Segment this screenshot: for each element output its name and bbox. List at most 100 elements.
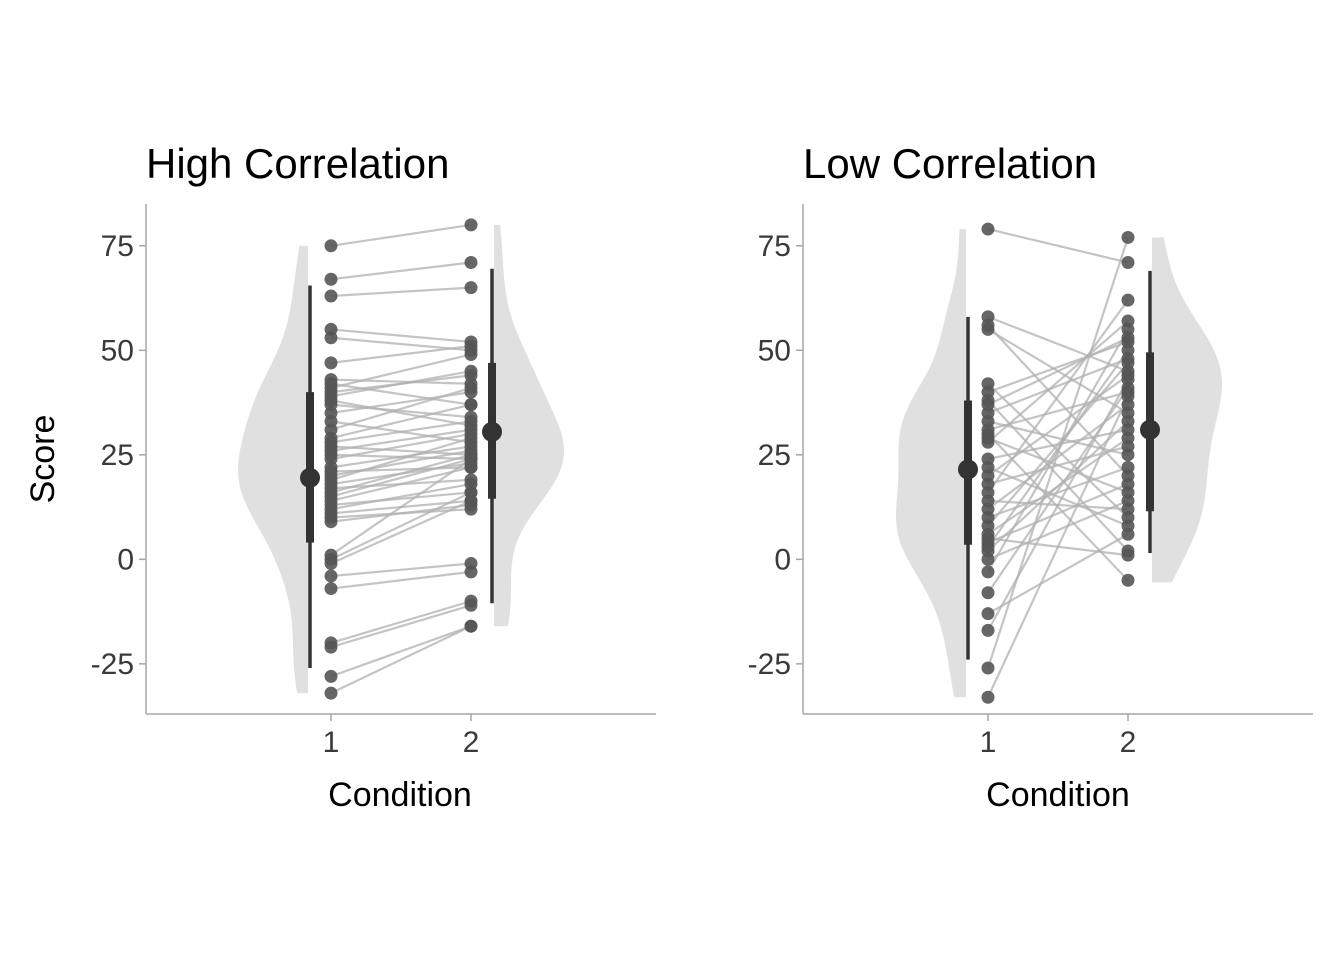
data-point-condition-2 [1121,373,1135,387]
data-point-condition-1 [981,322,995,336]
violin-condition-2 [1152,237,1222,583]
summary-mean-point [300,467,320,488]
violin-condition-1 [896,229,966,698]
panel-title: High Correlation [146,140,449,187]
data-point-condition-1 [981,607,995,621]
y-tick-label: 50 [101,334,134,367]
data-point-condition-2 [1121,256,1135,270]
pair-line [330,453,472,494]
pair-line [330,432,472,461]
pair-line [330,399,472,427]
data-point-condition-2 [1121,460,1135,474]
x-tick-label: 2 [1120,726,1137,759]
pair-line [987,324,1129,477]
data-point-condition-1 [324,331,338,345]
data-point-condition-2 [464,347,478,361]
pair-line [330,562,472,578]
data-point-condition-2 [1121,548,1135,562]
data-point-condition-2 [464,619,478,633]
data-point-condition-2 [1121,389,1135,403]
data-point-condition-1 [981,531,995,545]
x-tick-label: 2 [463,726,480,759]
y-tick-label: 75 [758,230,791,263]
x-axis-title: Condition [328,776,472,814]
data-point-condition-2 [1121,293,1135,307]
pair-line [330,491,472,561]
summary-mean-point [482,421,502,442]
pair-line [987,362,1129,527]
data-point-condition-1 [981,427,995,441]
data-point-condition-2 [1121,331,1135,345]
data-point-condition-2 [464,218,478,232]
data-point-condition-2 [464,398,478,412]
pair-line [330,457,472,498]
pair-line [987,315,1129,373]
data-point-condition-1 [981,661,995,675]
data-point-condition-1 [324,289,338,303]
pair-line [987,320,1129,444]
pair-line [330,378,472,385]
pair-line [330,345,472,364]
data-point-condition-1 [981,552,995,566]
summary-mean-point [1140,419,1160,440]
data-point-condition-1 [324,272,338,286]
pair-line [987,336,1129,406]
pair-line [330,428,472,452]
data-point-condition-2 [464,431,478,445]
pair-line [330,437,472,481]
data-point-condition-2 [1121,343,1135,357]
pair-line [330,286,472,298]
panel-high-correlation: High Correlation Condition Score -25 0 25 5… [24,140,656,814]
pair-line [330,458,472,557]
pair-line [987,379,1129,631]
data-point-condition-2 [1121,494,1135,508]
pair-line [330,403,472,440]
data-point-condition-2 [464,256,478,270]
pair-line [330,604,472,649]
data-point-condition-2 [464,565,478,579]
pair-line [330,386,472,431]
pair-line [330,328,472,344]
panel-title: Low Correlation [803,140,1097,187]
pair-line [986,237,1130,669]
y-tick-label: 75 [101,230,134,263]
y-tick-label: -25 [91,648,134,681]
pair-line [987,420,1129,456]
pair-line [987,228,1129,264]
pair-line [987,299,1129,494]
data-point-condition-2 [1121,230,1135,244]
y-tick-label: 25 [101,439,134,472]
pair-line [330,600,472,644]
data-point-condition-2 [464,452,478,466]
pair-line [987,445,1129,486]
data-point-condition-2 [1121,477,1135,491]
data-point-condition-1 [324,582,338,596]
data-point-condition-1 [324,686,338,700]
pair-line [330,625,472,695]
pair-line [987,537,1129,557]
pair-line [330,223,472,247]
pair-line [330,482,472,511]
pair-line [330,449,472,477]
pair-line [987,340,1129,394]
pair-line [330,261,472,281]
summary-mean-point [958,459,978,480]
data-point-condition-1 [324,515,338,529]
data-point-condition-2 [464,364,478,378]
data-point-condition-1 [324,569,338,583]
data-point-condition-2 [464,598,478,612]
data-point-condition-1 [324,356,338,370]
data-point-condition-2 [1121,431,1135,445]
x-axis-title: Condition [986,776,1130,814]
pair-line [330,420,472,444]
pair-line [987,499,1129,561]
pair-line [987,466,1129,519]
data-point-condition-1 [324,669,338,683]
data-point-condition-1 [324,239,338,253]
data-point-condition-1 [981,222,995,236]
pair-line [330,625,472,678]
pair-line [330,403,472,419]
data-point-condition-2 [1121,527,1135,541]
